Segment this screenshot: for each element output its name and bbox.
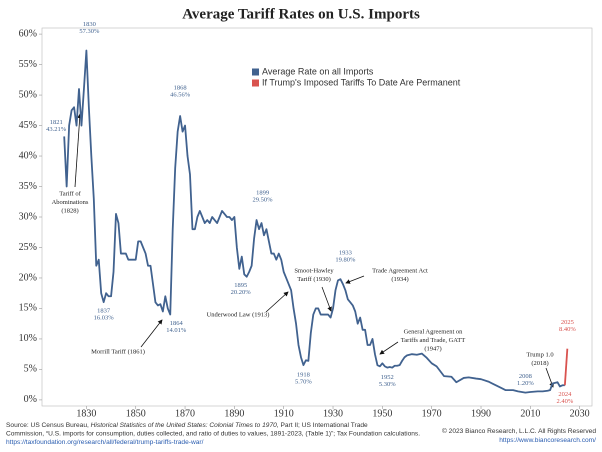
legend-label: If Trump's Imposed Tariffs To Date Are P… [262,77,461,87]
annotation: Tariffs and Trade, GATT [401,337,465,344]
point-label-value: 14.01% [166,327,187,334]
annotation: Trade Agreement Act [372,267,428,274]
legend-swatch [252,68,259,76]
copyright: © 2023 Bianco Research, L.L.C. All Right… [442,427,596,435]
point-label-value: 8.40% [559,326,576,333]
series-line [63,49,565,394]
x-tick-label: 1850 [126,408,146,419]
x-tick-label: 2010 [520,408,540,419]
point-label-year: 2025 [561,319,574,326]
annotation-arrows [74,113,554,388]
annotation: Tariff (1930) [297,276,331,283]
point-label-value: 16.03% [94,315,115,322]
y-tick-label: 35% [19,181,37,192]
source-text: Source: US Census Bureau, [6,422,91,429]
source-text: Commission, “U.S. imports for consumptio… [6,430,420,437]
y-tick-label: 40% [19,150,37,161]
x-tick-label: 1930 [323,408,343,419]
annotation: (1934) [391,276,408,283]
point-label-value: 57.30% [79,28,100,35]
y-tick-label: 0% [24,394,37,405]
point-label-value: 46.56% [170,92,191,99]
source-line: Source: US Census Bureau, Historical Sta… [6,422,368,429]
source-line: Commission, “U.S. imports for consumptio… [6,430,420,437]
x-tick-label: 1830 [76,408,96,419]
annotation: Trump 1.0 [526,351,553,358]
y-tick-label: 60% [19,28,37,39]
y-tick-label: 10% [19,333,37,344]
chart-title: Average Tariff Rates on U.S. Imports [182,6,420,22]
annotation: (2018) [531,360,548,367]
y-tick-label: 25% [19,242,37,253]
annotation: Smoot-Hawley [294,267,334,274]
x-tick-label: 1910 [274,408,294,419]
x-tick-label: 2030 [570,408,590,419]
point-label-year: 2008 [519,373,532,380]
x-tick-label: 1970 [422,408,442,419]
source-text: https://taxfoundation.org/research/all/f… [6,439,204,446]
point-label-value: 1.20% [517,380,534,387]
annotation: Tariff of [59,190,81,197]
point-label-value: 2.40% [556,398,573,405]
annotation: Underwood Law (1913) [207,311,270,318]
legend-label: Average Rate on all Imports [262,66,374,76]
point-label-value: 19.80% [335,257,356,264]
annotation: (1947) [424,345,441,352]
point-label-year: 1830 [83,21,96,28]
source-line: https://taxfoundation.org/research/all/f… [6,439,204,446]
y-tick-label: 55% [19,59,37,70]
source-text: Historical Statistics of the United Stat… [91,422,277,429]
point-label-year: 1864 [170,320,184,327]
y-tick-label: 15% [19,303,37,314]
website: https://www.biancoresearch.com/ [499,437,596,444]
point-label-year: 2024 [558,391,572,398]
point-label-year: 1918 [297,372,310,379]
annotation: Abominations [52,199,89,206]
y-tick-label: 45% [19,120,37,131]
y-tick-label: 50% [19,89,37,100]
point-label-year: 1933 [339,250,352,257]
y-tick-label: 30% [19,211,37,222]
x-tick-label: 1990 [471,408,491,419]
point-label-year: 1868 [174,85,187,92]
point-label-value: 20.20% [231,289,252,296]
legend-swatch [252,79,259,87]
point-label-year: 1899 [256,190,269,197]
point-label-year: 1821 [50,119,63,126]
annotation: (1828) [61,207,78,214]
x-tick-label: 1950 [372,408,392,419]
source-text: , Part II; US International Trade [277,422,368,429]
point-label-value: 5.70% [295,379,312,386]
y-tick-label: 5% [24,364,37,375]
point-label-year: 1952 [381,374,394,381]
point-label-value: 5.30% [379,381,396,388]
annotation: General Agreement on [404,328,464,335]
x-tick-label: 1870 [175,408,195,419]
y-tick-label: 20% [19,272,37,283]
point-label-year: 1837 [97,308,111,315]
point-label-year: 1895 [234,282,247,289]
series-line [563,348,569,386]
x-tick-label: 1890 [224,408,244,419]
point-label-value: 43.21% [46,126,67,133]
annotation: Morrill Tariff (1861) [91,348,145,355]
point-label-value: 29.50% [253,197,274,204]
